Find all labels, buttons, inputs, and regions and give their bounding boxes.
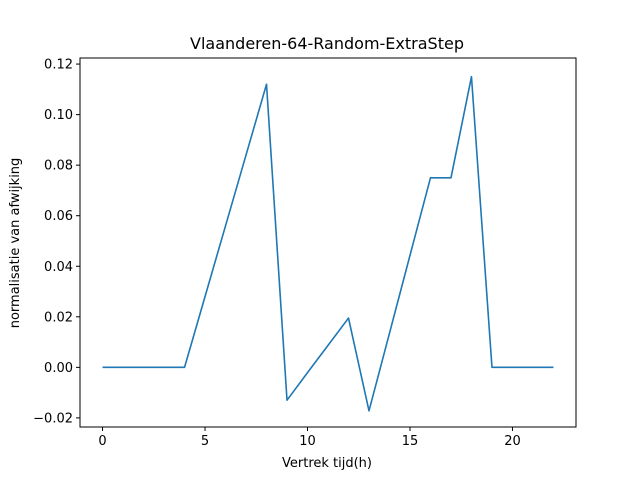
y-tick-label-7: 0.12 [44,58,73,73]
plot-area: 0 5 10 15 20 −0.02 0.00 0.02 0.04 0.06 0.08 0.10 0.1… [33,57,577,449]
x-tick-label-10: 10 [299,434,316,449]
y-tick-label-3: 0.04 [44,260,73,275]
y-axis-label: normalisatie van afwijking [8,158,23,329]
x-axis-label: Vertrek tijd(h) [282,456,372,471]
x-tick-label-15: 15 [402,434,419,449]
y-tick-label-1: 0.00 [44,361,73,376]
series-line-0 [102,75,554,412]
x-tick-label-20: 20 [504,434,521,449]
y-tick-label-4: 0.06 [44,209,73,224]
y-tick-label-2: 0.02 [44,310,73,325]
chart-title: Vlaanderen-64-Random-ExtraStep [190,34,464,53]
y-tick-label-6: 0.10 [44,108,73,123]
x-tick-label-0: 0 [98,434,106,449]
y-tick-label-5: 0.08 [44,159,73,174]
y-tick-label-0: −0.02 [33,411,73,426]
x-tick-label-5: 5 [201,434,209,449]
axes-frame [79,57,577,428]
